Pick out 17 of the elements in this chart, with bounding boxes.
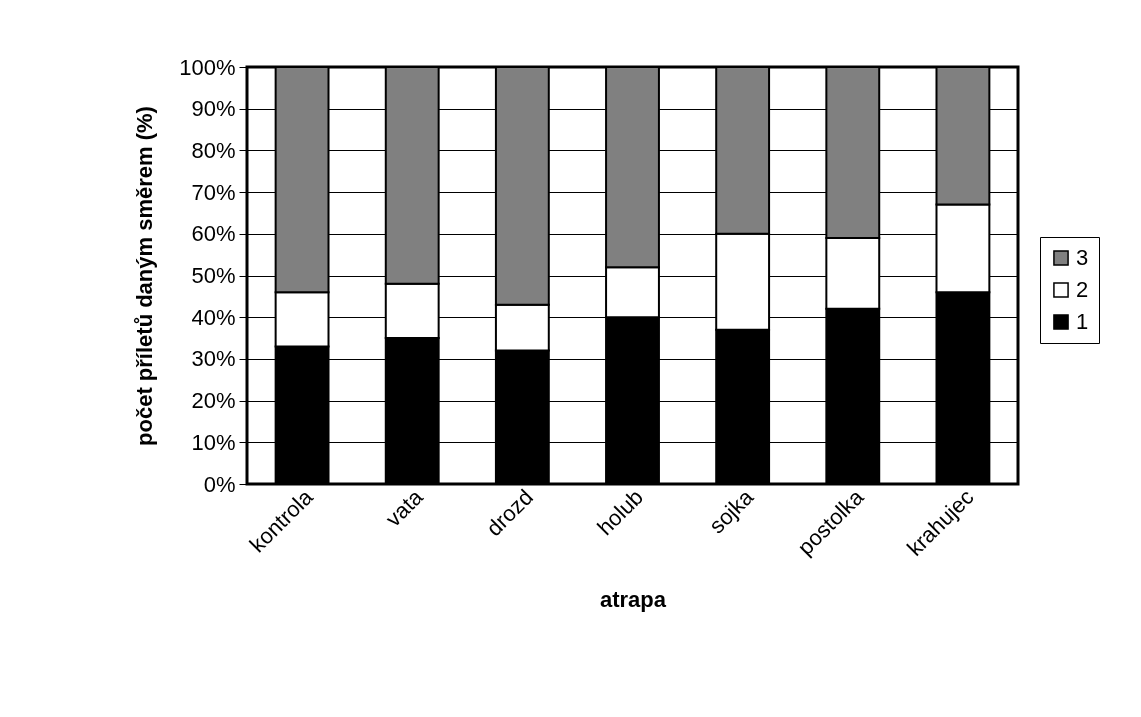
y-tick-label: 10%	[191, 429, 236, 455]
y-tick-label: 100%	[179, 54, 236, 80]
x-tick-label: vata	[380, 483, 429, 532]
y-tick-label: 50%	[191, 263, 236, 288]
y-tick-label: 90%	[191, 96, 236, 122]
legend-label: 2	[1076, 277, 1089, 302]
legend-label: 1	[1076, 309, 1089, 334]
x-axis-title: atrapa	[599, 587, 667, 613]
y-tick-label: 30%	[191, 346, 236, 372]
y-tick-label: 20%	[191, 388, 236, 414]
y-tick-label: 70%	[191, 179, 236, 205]
y-tick-label: 80%	[191, 137, 236, 163]
y-axis-title: počet příletů daným směrem (%)	[132, 106, 158, 446]
y-tick-label: 40%	[191, 304, 236, 330]
legend-label: 3	[1076, 245, 1089, 270]
y-tick-label: 60%	[191, 221, 236, 247]
y-tick-label: 0%	[203, 471, 236, 497]
